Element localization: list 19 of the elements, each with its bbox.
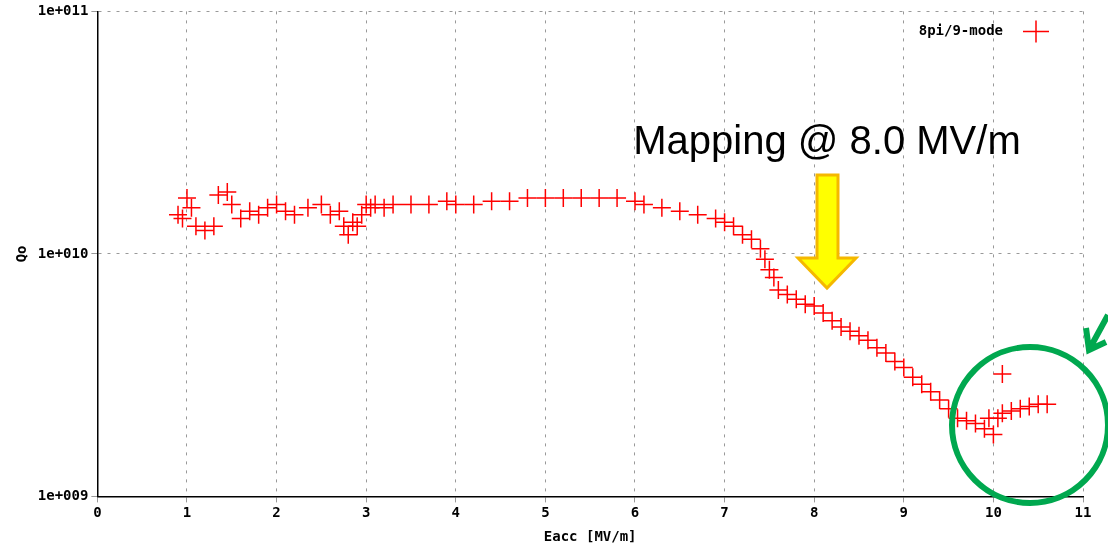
x-tick-label: 8 xyxy=(809,504,819,521)
x-tick-label: 0 xyxy=(93,504,102,521)
x-tick-label: 6 xyxy=(630,504,640,521)
y-axis-title: Qo xyxy=(13,245,30,263)
x-axis-title: Eacc [MV/m] xyxy=(543,528,637,545)
x-tick-label: 1 xyxy=(182,504,192,521)
x-tick-label: 3 xyxy=(361,504,371,521)
x-tick-label: 7 xyxy=(720,504,729,521)
x-tick-label: 9 xyxy=(899,504,909,521)
y-tick-label: 1e+010 xyxy=(37,244,89,261)
y-tick-label: 1e+009 xyxy=(37,487,89,504)
x-tick-label: 2 xyxy=(272,504,281,521)
x-tick-label: 11 xyxy=(1074,504,1092,521)
x-tick-label: 10 xyxy=(984,504,1002,521)
x-tick-label: 4 xyxy=(451,504,460,521)
annotation: Mapping @ 8.0 MV/m xyxy=(633,118,1021,163)
legend-label: 8pi/9-mode xyxy=(918,22,1003,39)
x-tick-label: 5 xyxy=(541,504,550,521)
y-tick-label: 1e+011 xyxy=(37,2,89,19)
